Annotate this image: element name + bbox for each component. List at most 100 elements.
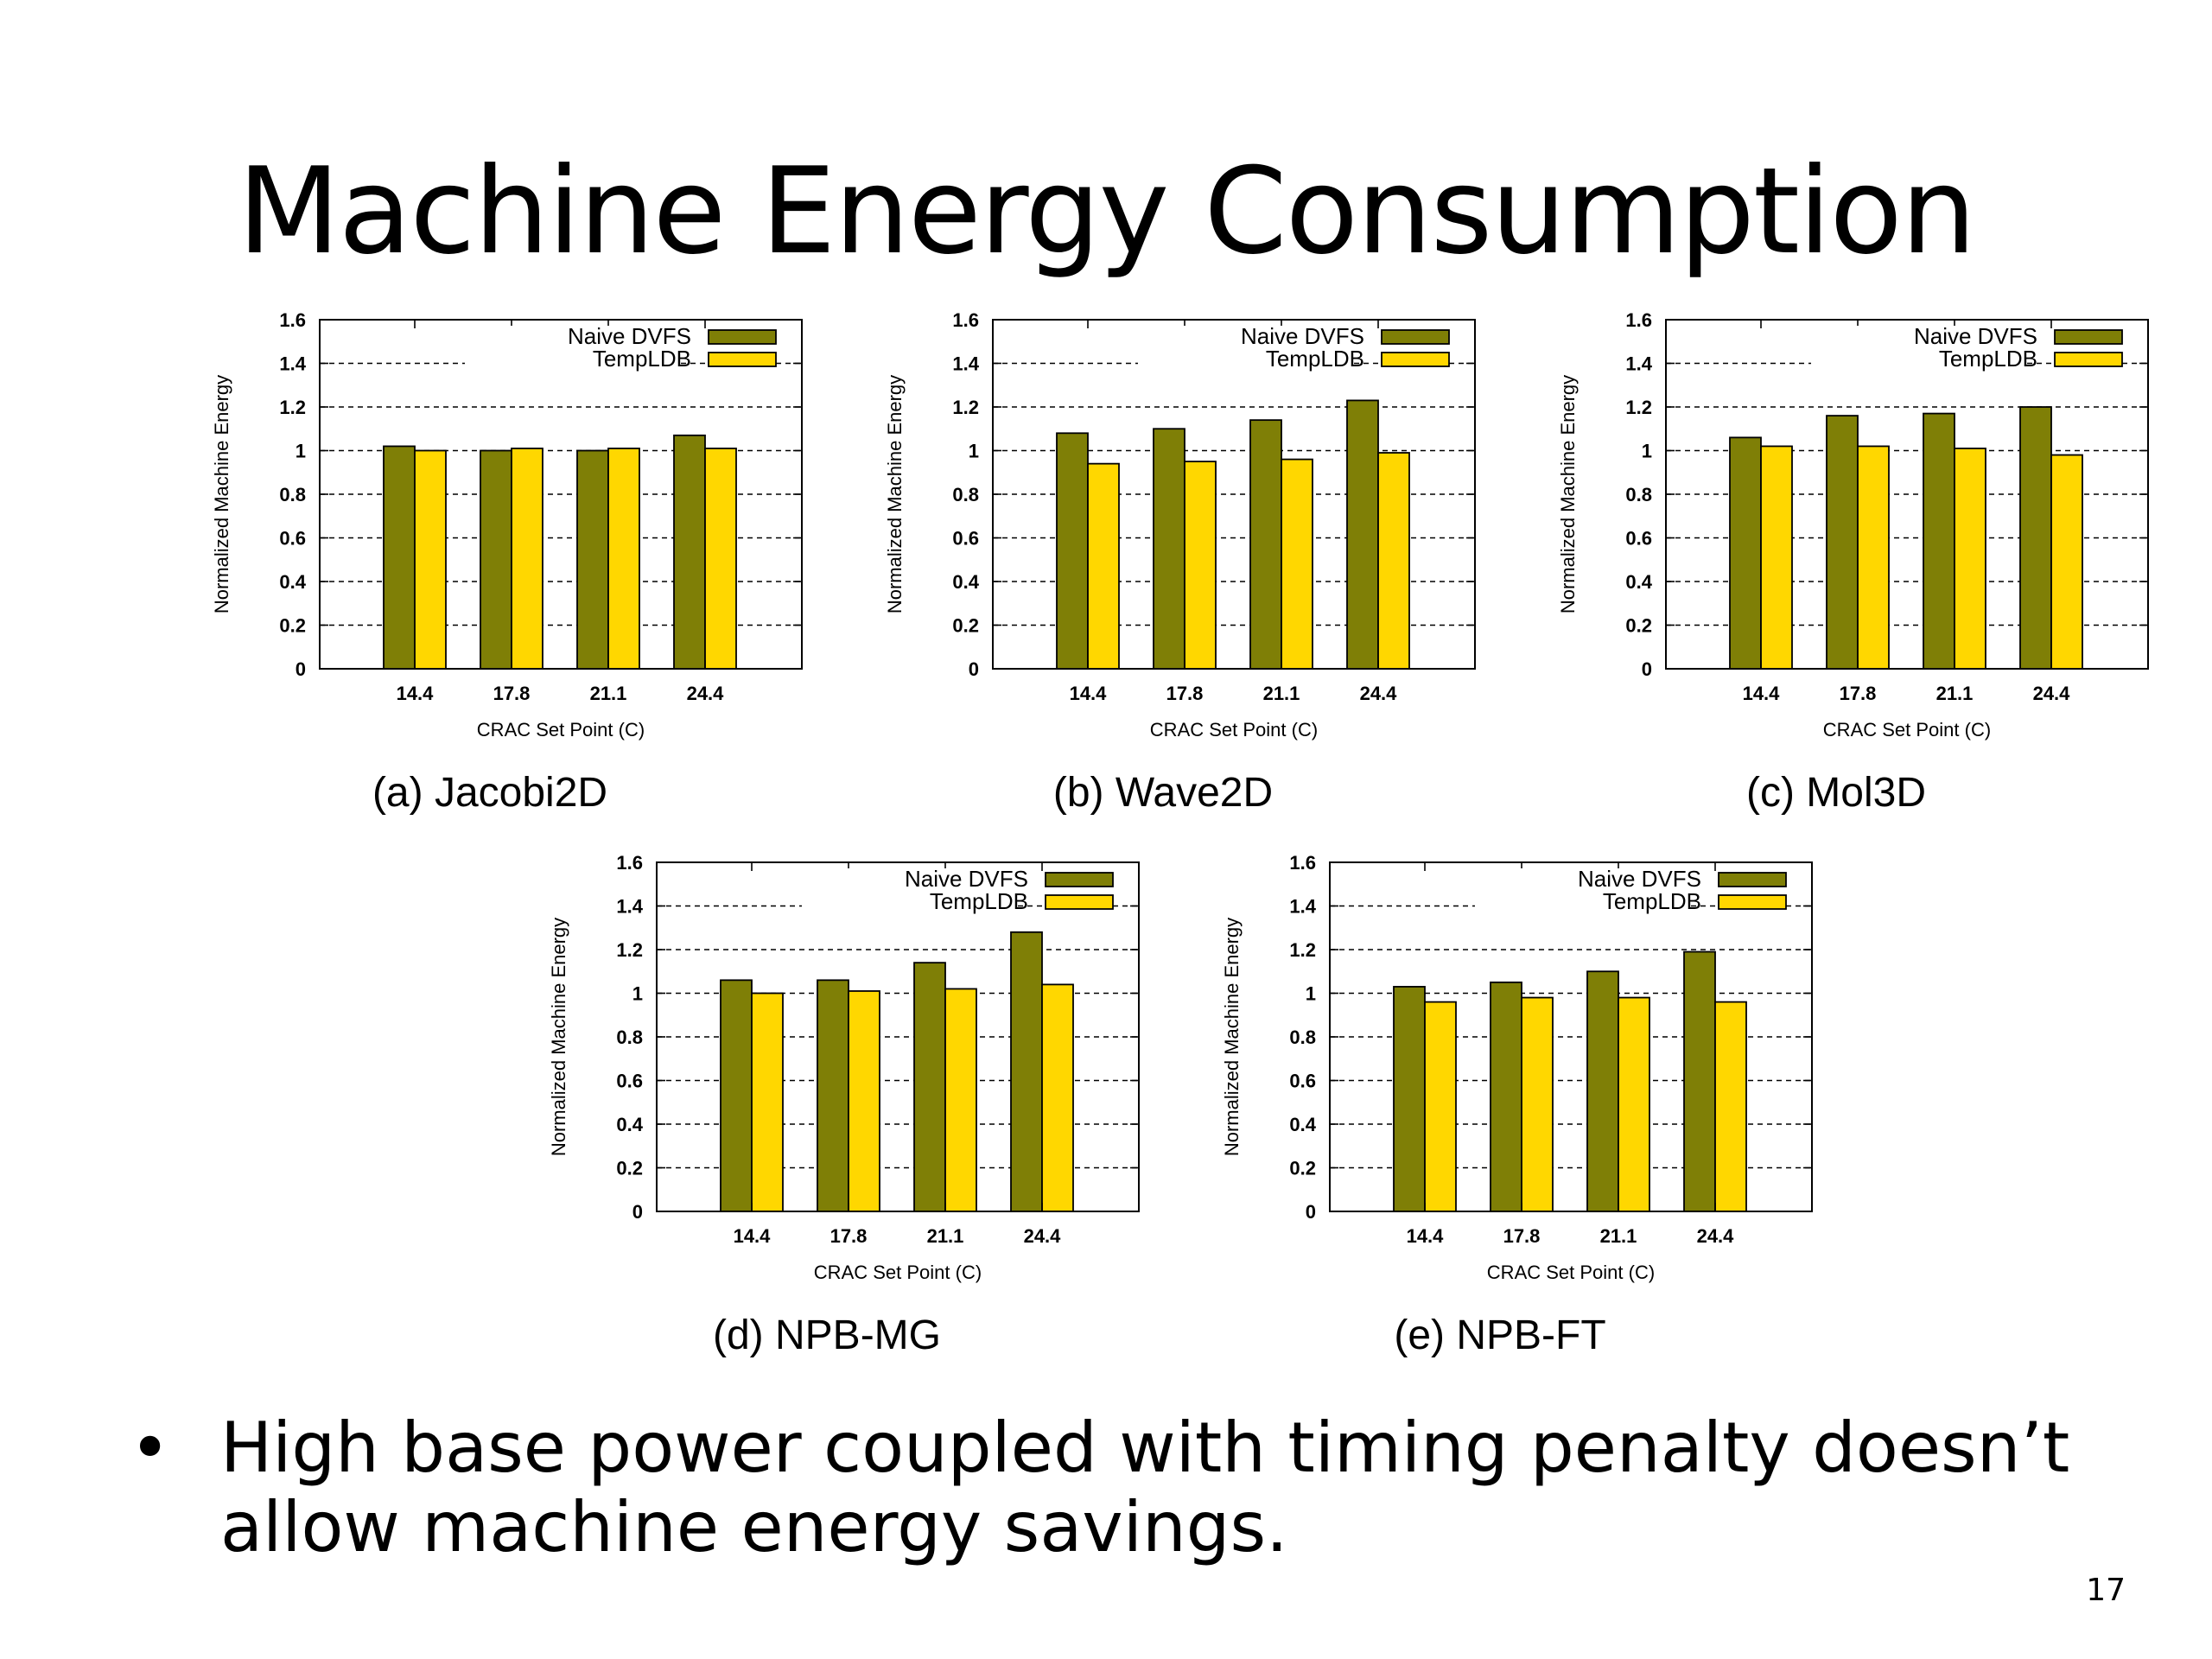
- legend-swatch-naive-dvfs: [708, 329, 777, 345]
- legend-background: [465, 326, 681, 348]
- chart-panel-wave2d: 0 0.2 0.4 0.6 0.8 1 1.2 1.4 1.6 14.4 17.8 21.1 24.4 N…: [865, 309, 1539, 828]
- bar-naive-dvfs: [1249, 419, 1282, 670]
- x-tick-label: 21.1: [1600, 1225, 1637, 1247]
- y-tick-label: 0.4: [1625, 571, 1652, 593]
- y-tick-label: 0.4: [279, 571, 306, 593]
- bar-naive-dvfs: [1923, 412, 1955, 670]
- y-tick-label: 1.4: [616, 896, 643, 918]
- y-tick-label: 1.2: [1289, 939, 1316, 961]
- y-tick-label: 0.2: [952, 615, 979, 637]
- x-tick-label: 17.8: [830, 1225, 868, 1247]
- y-axis-label: Normalized Machine Energy: [211, 375, 232, 613]
- bar-naive-dvfs: [673, 434, 706, 670]
- y-tick-label: 1: [296, 441, 306, 462]
- y-tick-label: 1.6: [279, 309, 306, 331]
- x-axis-label: CRAC Set Point (C): [1487, 1262, 1655, 1283]
- legend-swatch-naive-dvfs: [2054, 329, 2123, 345]
- bar-naive-dvfs: [1010, 931, 1043, 1212]
- x-tick-label: 24.4: [687, 683, 725, 704]
- x-tick-label: 14.4: [1743, 683, 1781, 704]
- legend-label: Naive DVFS: [568, 323, 691, 349]
- x-tick-label: 21.1: [927, 1225, 964, 1247]
- bar-templdb: [1041, 983, 1074, 1212]
- legend-background: [802, 891, 1018, 913]
- y-tick-label: 0.6: [616, 1071, 643, 1092]
- chart-caption: (d) NPB-MG: [713, 1313, 941, 1358]
- y-tick-label: 0.8: [1289, 1027, 1316, 1048]
- x-axis-label: CRAC Set Point (C): [1823, 719, 1991, 741]
- chart-npb-ft: 0 0.2 0.4 0.6 0.8 1 1.2 1.4 1.6 14.4 17.8 21.1 24.4 N…: [1221, 852, 1813, 1283]
- x-tick-label: 24.4: [1360, 683, 1398, 704]
- legend-background: [802, 868, 1018, 891]
- y-tick-label: 0.2: [1289, 1158, 1316, 1179]
- bar-naive-dvfs: [1729, 436, 1762, 670]
- plot-frame: [992, 319, 1476, 670]
- bar-templdb: [848, 990, 880, 1212]
- bar-templdb: [1521, 996, 1554, 1212]
- bar-templdb: [1857, 445, 1890, 670]
- y-tick-label: 0.6: [1625, 528, 1652, 550]
- x-tick-label: 24.4: [1024, 1225, 1062, 1247]
- y-tick-label: 0.2: [1625, 615, 1652, 637]
- x-tick-label: 17.8: [493, 683, 531, 704]
- legend-background: [1811, 326, 2027, 348]
- bar-naive-dvfs: [2019, 406, 2052, 670]
- bar-naive-dvfs: [720, 979, 753, 1212]
- chart-panel-jacobi2d: 0 0.2 0.4 0.6 0.8 1 1.2 1.4 1.6 14.4 17.8 21.1 24.4 N…: [192, 309, 866, 828]
- y-tick-label: 1.4: [1625, 353, 1652, 375]
- legend-label: Naive DVFS: [1241, 323, 1364, 349]
- legend-background: [465, 348, 681, 371]
- legend-label: Naive DVFS: [1914, 323, 2037, 349]
- chart-mol3d: 0 0.2 0.4 0.6 0.8 1 1.2 1.4 1.6 14.4 17.8 21.1 24.4 N…: [1557, 309, 2149, 741]
- bar-naive-dvfs: [576, 449, 609, 670]
- bar-templdb: [1714, 1001, 1747, 1212]
- bar-naive-dvfs: [1826, 415, 1859, 670]
- legend-label: TempLDB: [930, 888, 1028, 914]
- chart-wave2d: 0 0.2 0.4 0.6 0.8 1 1.2 1.4 1.6 14.4 17.8 21.1 24.4 N…: [884, 309, 1476, 741]
- legend-swatch-templdb: [1381, 352, 1450, 367]
- plot-frame: [1329, 861, 1813, 1212]
- chart-panel-npb-mg: 0 0.2 0.4 0.6 0.8 1 1.2 1.4 1.6 14.4 17.8 21.1 24.4 N…: [529, 852, 1203, 1370]
- y-tick-label: 0.6: [279, 528, 306, 550]
- bar-templdb: [704, 448, 737, 670]
- legend-swatch-templdb: [2054, 352, 2123, 367]
- bar-naive-dvfs: [1346, 399, 1379, 670]
- bullet-icon: •: [130, 1408, 171, 1488]
- legend-label: TempLDB: [1266, 346, 1364, 372]
- chart-panel-mol3d: 0 0.2 0.4 0.6 0.8 1 1.2 1.4 1.6 14.4 17.8 21.1 24.4 N…: [1538, 309, 2212, 828]
- y-tick-label: 0: [969, 658, 979, 680]
- y-tick-label: 0.4: [952, 571, 979, 593]
- x-axis-label: CRAC Set Point (C): [814, 1262, 982, 1283]
- bar-naive-dvfs: [383, 445, 416, 670]
- y-tick-label: 0.6: [952, 528, 979, 550]
- x-tick-label: 14.4: [1407, 1225, 1445, 1247]
- bar-templdb: [414, 449, 447, 670]
- legend-swatch-naive-dvfs: [1718, 872, 1787, 887]
- y-tick-label: 1: [969, 441, 979, 462]
- bar-naive-dvfs: [1683, 950, 1716, 1212]
- x-tick-label: 21.1: [1263, 683, 1300, 704]
- x-tick-label: 24.4: [2033, 683, 2071, 704]
- legend-background: [1138, 326, 1354, 348]
- legend-swatch-naive-dvfs: [1381, 329, 1450, 345]
- y-tick-label: 0.4: [616, 1114, 643, 1135]
- y-tick-label: 1.2: [1625, 397, 1652, 418]
- x-axis-label: CRAC Set Point (C): [477, 719, 645, 741]
- bar-naive-dvfs: [1586, 970, 1619, 1212]
- legend-background: [1475, 891, 1691, 913]
- x-tick-label: 21.1: [1936, 683, 1974, 704]
- y-axis-label: Normalized Machine Energy: [1557, 375, 1579, 613]
- y-tick-label: 0.4: [1289, 1114, 1316, 1135]
- legend-swatch-templdb: [1718, 894, 1787, 910]
- x-tick-label: 14.4: [1070, 683, 1108, 704]
- y-tick-label: 0.8: [952, 484, 979, 505]
- plot-frame: [1665, 319, 2149, 670]
- y-tick-label: 0.8: [1625, 484, 1652, 505]
- legend-background: [1475, 868, 1691, 891]
- y-tick-label: 0.2: [616, 1158, 643, 1179]
- y-tick-label: 1.4: [952, 353, 979, 375]
- y-tick-label: 1.4: [279, 353, 306, 375]
- page-number: 17: [2086, 1573, 2126, 1608]
- y-tick-label: 0: [632, 1201, 643, 1223]
- bar-templdb: [1087, 462, 1120, 670]
